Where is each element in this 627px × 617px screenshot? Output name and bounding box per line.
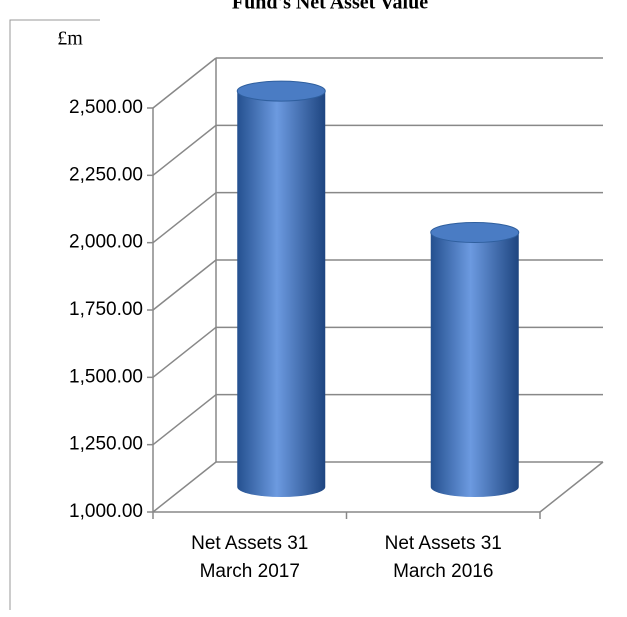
y-tick-label: 2,250.00 xyxy=(69,164,143,185)
grid-line xyxy=(152,124,217,176)
grid-line xyxy=(152,461,217,513)
y-tick-label: 1,500.00 xyxy=(69,366,143,387)
floor-edge xyxy=(539,461,604,513)
bar-top xyxy=(236,80,326,102)
y-tick-label: 1,000.00 xyxy=(69,501,143,522)
bar-body xyxy=(237,91,326,497)
grid-line xyxy=(152,259,217,311)
bar xyxy=(236,80,326,497)
grid-line xyxy=(152,326,217,378)
chart-title: Fund's Net Asset Value xyxy=(232,0,428,14)
grid-line xyxy=(152,57,217,109)
bar-body xyxy=(430,232,519,498)
frame xyxy=(9,19,100,610)
x-tick-label-box: Net Assets 31 March 2016 xyxy=(384,533,502,582)
bar-top xyxy=(430,221,520,243)
y-tick-label: 2,500.00 xyxy=(69,97,143,118)
y-axis-label: £m xyxy=(57,28,83,50)
y-tick-label: 2,000.00 xyxy=(69,232,143,253)
x-tick-label: Net Assets 31 March 2016 xyxy=(384,533,502,582)
y-tick-label: 1,250.00 xyxy=(69,434,143,455)
grid-line xyxy=(152,192,217,244)
bar xyxy=(430,221,520,498)
x-tick-label-box: Net Assets 31 March 2017 xyxy=(191,533,309,582)
x-tick-label: Net Assets 31 March 2017 xyxy=(191,533,309,582)
grid-line xyxy=(152,394,217,446)
y-tick-label: 1,750.00 xyxy=(69,299,143,320)
